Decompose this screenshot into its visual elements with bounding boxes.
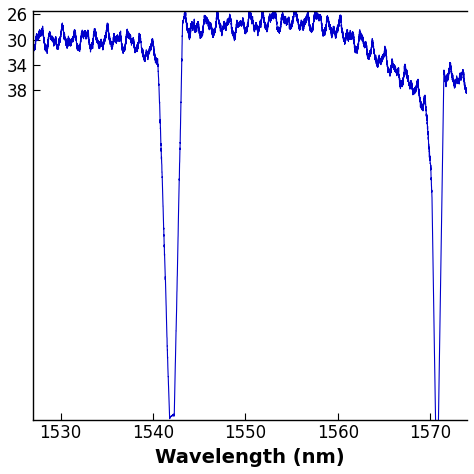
X-axis label: Wavelength (nm): Wavelength (nm): [155, 448, 345, 467]
